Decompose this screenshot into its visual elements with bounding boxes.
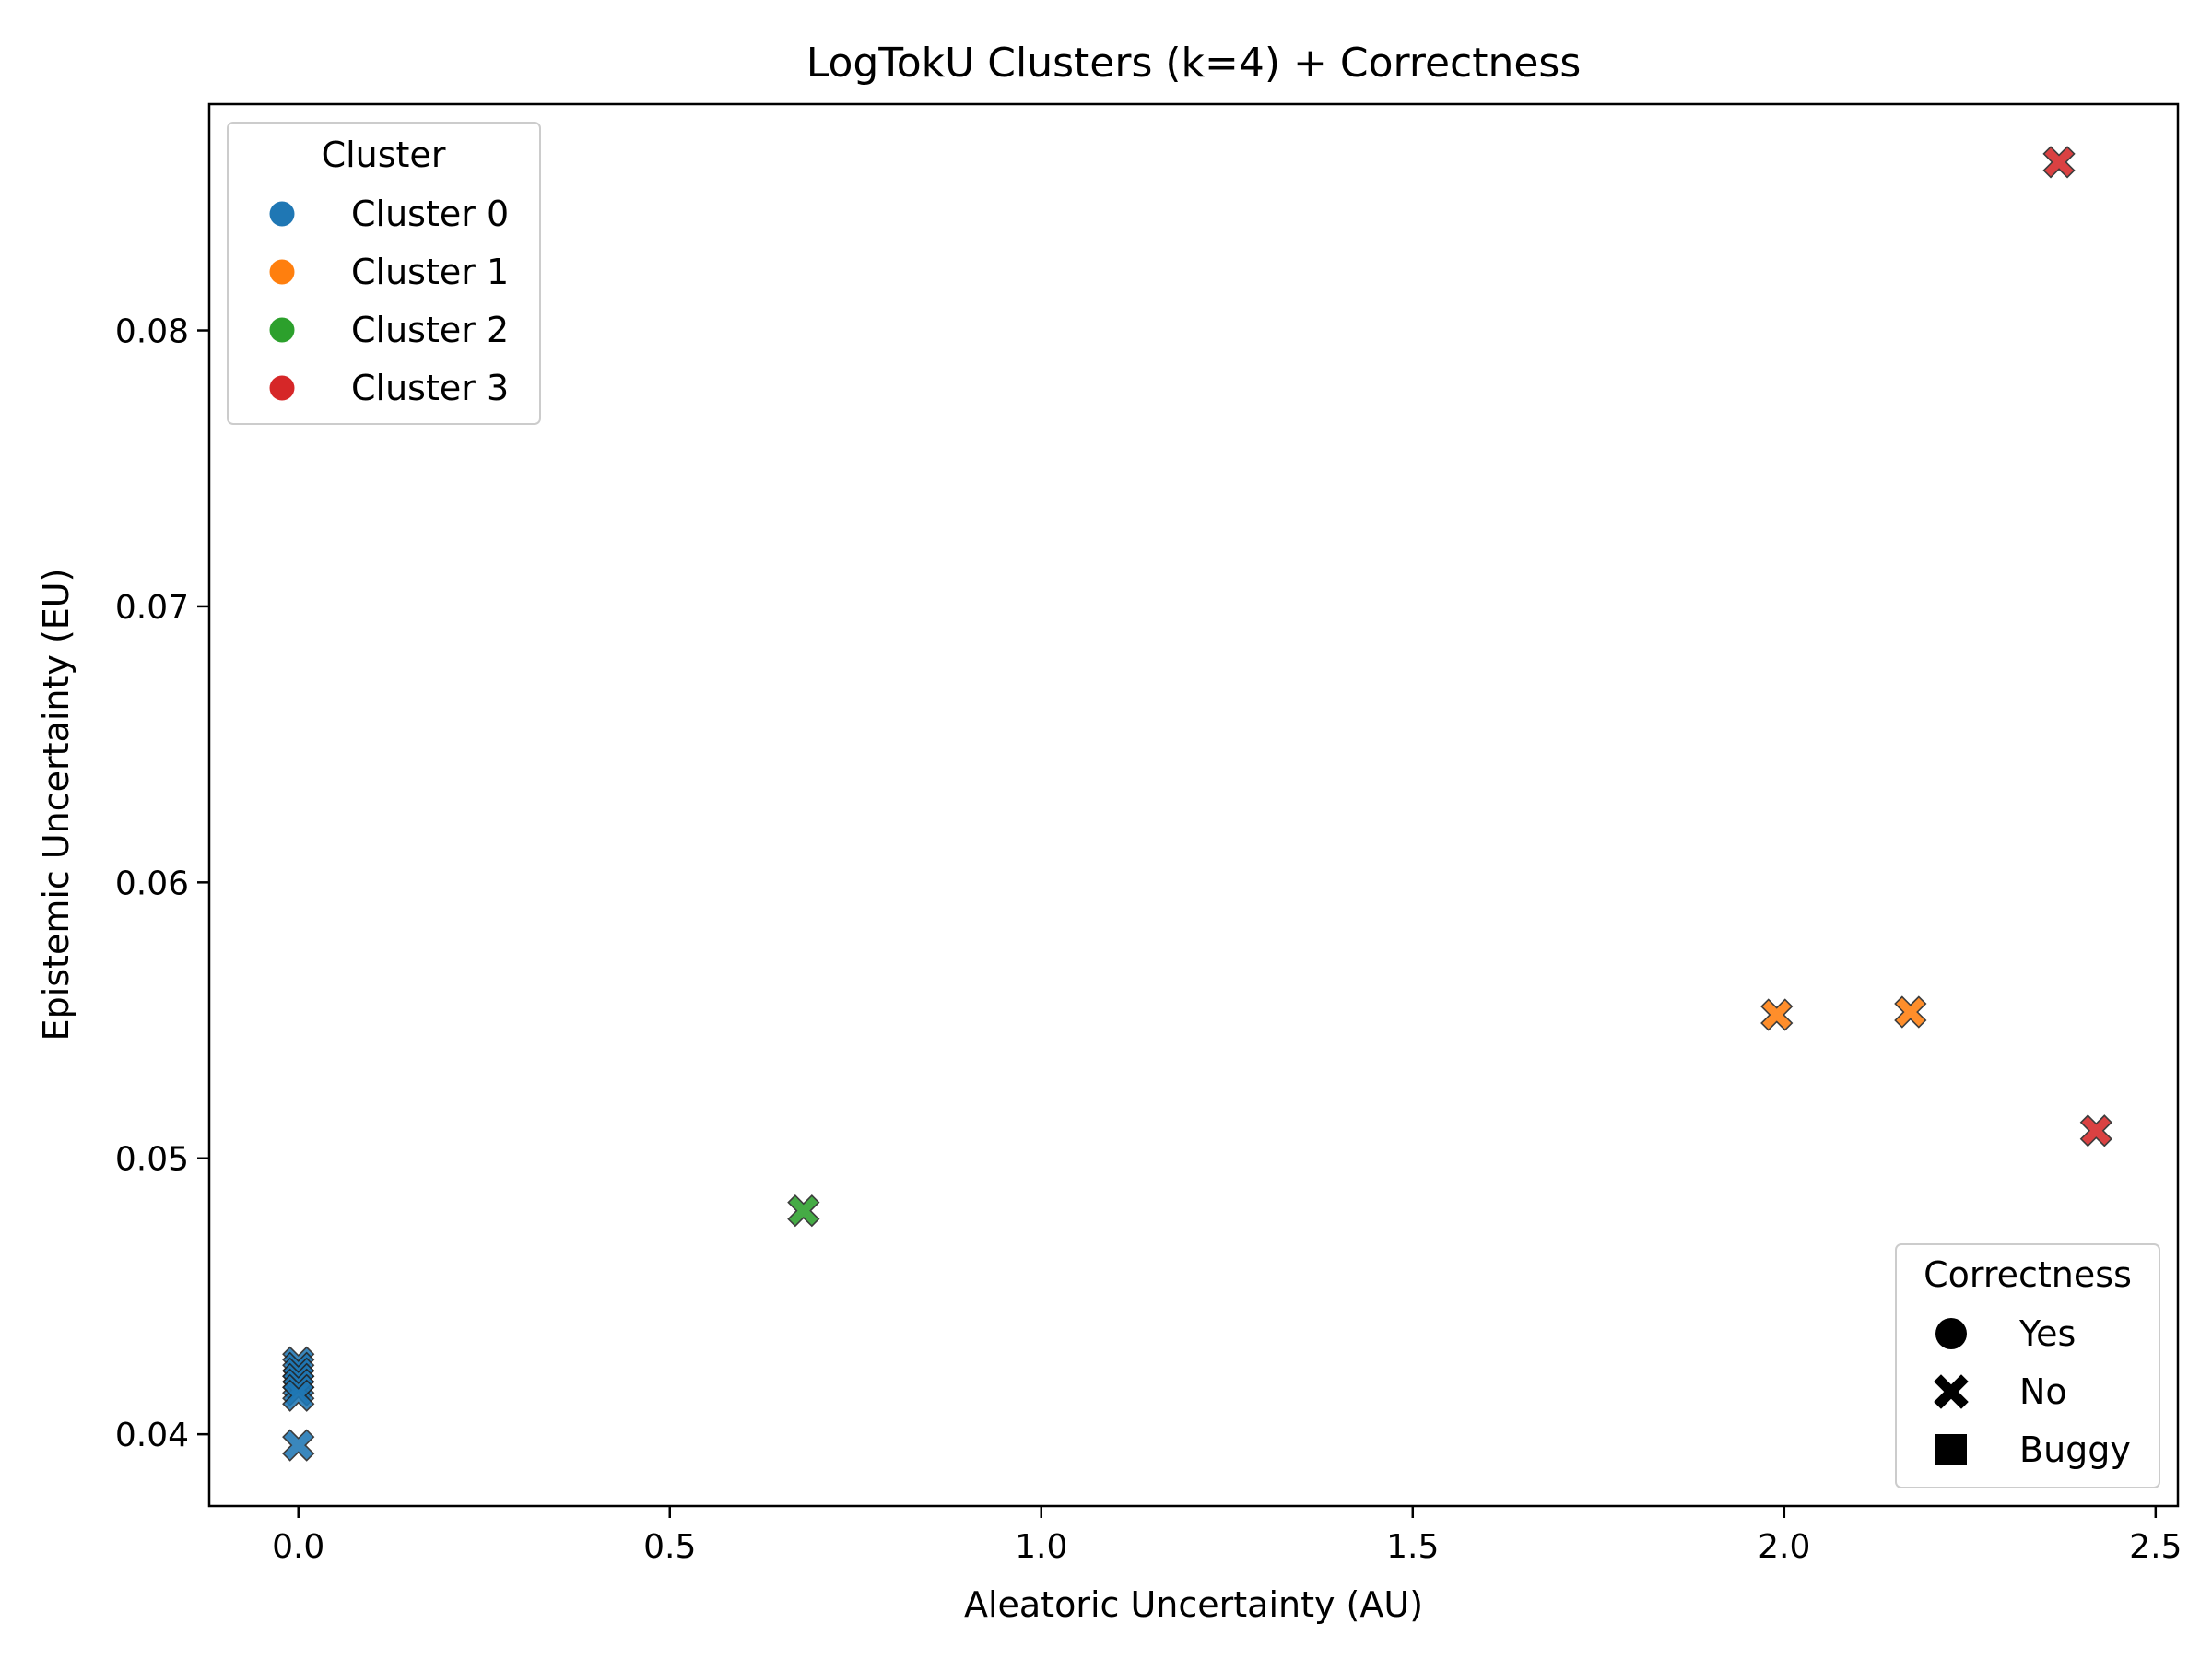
data-point [282, 1379, 315, 1412]
chart-title: LogTokU Clusters (k=4) + Correctness [806, 40, 1582, 87]
points-layer [282, 146, 2112, 1462]
correctness-legend: Correctness Yes No Buggy [1895, 1243, 2160, 1488]
x-axis-label: Aleatoric Uncertainty (AU) [964, 1584, 1423, 1625]
cluster-legend-marker [269, 317, 295, 343]
y-tick-label: 0.07 [115, 589, 189, 627]
correctness-legend-title: Correctness [1924, 1254, 2132, 1295]
cluster-legend-label: Cluster 0 [351, 194, 509, 234]
correctness-legend-box [1895, 1243, 2160, 1488]
x-axis: 0.0 0.5 1.0 1.5 2.0 2.5 [272, 1506, 2182, 1566]
cluster-legend-label: Cluster 3 [351, 368, 509, 408]
correctness-legend-label: Buggy [2019, 1430, 2131, 1470]
cluster-legend-box [227, 122, 541, 425]
data-point [282, 1429, 315, 1462]
correctness-legend-label: Yes [2018, 1313, 2076, 1354]
x-tick-label: 1.0 [1015, 1528, 1067, 1566]
cluster-legend-marker [269, 259, 295, 285]
cluster-legend-marker [269, 375, 295, 401]
correctness-legend-marker [1936, 1318, 1967, 1349]
y-tick-label: 0.05 [115, 1141, 189, 1179]
y-tick-label: 0.08 [115, 313, 189, 351]
cluster-legend-marker [269, 201, 295, 227]
correctness-legend-label: No [2019, 1371, 2067, 1412]
correctness-legend-marker [1934, 1374, 1969, 1409]
data-point [2042, 146, 2076, 179]
correctness-legend-marker [1936, 1434, 1967, 1465]
x-tick-label: 1.5 [1386, 1528, 1439, 1566]
x-tick-label: 0.0 [272, 1528, 324, 1566]
data-point [787, 1194, 820, 1228]
data-point [1760, 998, 1794, 1031]
y-tick-label: 0.06 [115, 865, 189, 902]
x-tick-label: 2.5 [2129, 1528, 2182, 1566]
cluster-legend-title: Cluster [322, 135, 446, 175]
data-point [2079, 1114, 2112, 1147]
plot-frame [207, 102, 2180, 1508]
cluster-legend-label: Cluster 2 [351, 310, 509, 350]
cluster-legend: Cluster Cluster 0 Cluster 1 Cluster 2 Clust… [227, 122, 541, 425]
cluster-legend-label: Cluster 1 [351, 252, 509, 292]
y-tick-label: 0.04 [115, 1417, 189, 1454]
x-tick-label: 2.0 [1758, 1528, 1810, 1566]
data-point [1894, 995, 1927, 1029]
y-axis-label: Epistemic Uncertainty (EU) [36, 569, 76, 1041]
x-tick-label: 0.5 [643, 1528, 696, 1566]
y-axis: 0.04 0.05 0.06 0.07 0.08 [115, 313, 209, 1454]
